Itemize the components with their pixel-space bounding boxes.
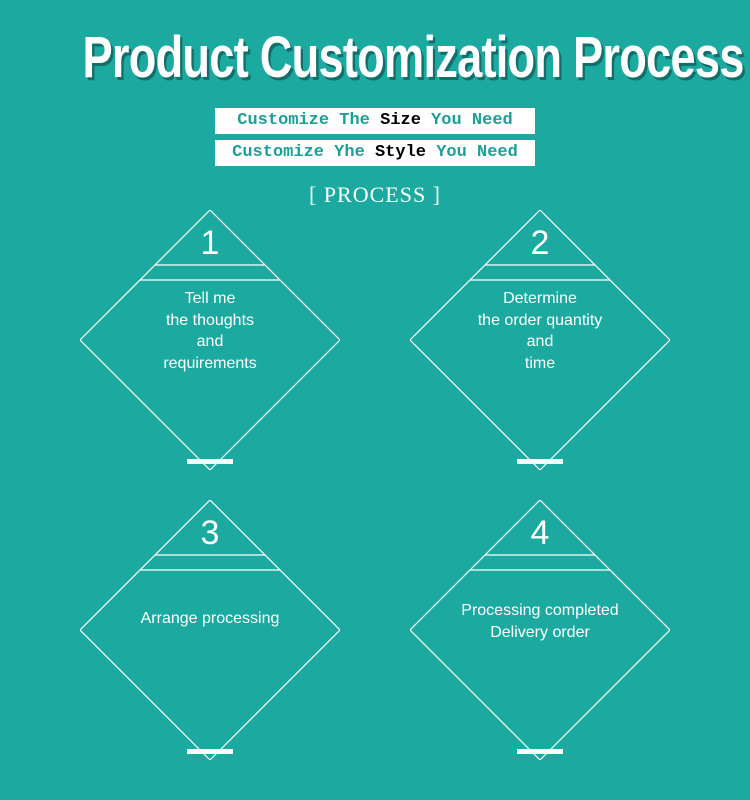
- step-underline: [187, 459, 233, 464]
- step-number: 2: [410, 224, 670, 263]
- step-number: 1: [80, 224, 340, 263]
- step-number: 3: [80, 514, 340, 553]
- subtitle-style: Customize Yhe Style You Need: [215, 140, 535, 166]
- subtitle-post: You Need: [421, 111, 513, 130]
- step-text: Tell methe thoughtsandrequirements: [100, 288, 320, 374]
- step-text: Determinethe order quantityandtime: [430, 288, 650, 374]
- subtitle-pre: Customize The: [237, 111, 380, 130]
- step-underline: [187, 749, 233, 754]
- step-text: Processing completedDelivery order: [430, 600, 650, 643]
- process-step-3: 3 Arrange processing: [80, 500, 340, 760]
- step-underline: [517, 749, 563, 754]
- step-number: 4: [410, 514, 670, 553]
- subtitle-post: You Need: [426, 143, 518, 162]
- step-underline: [517, 459, 563, 464]
- process-step-1: 1 Tell methe thoughtsandrequirements: [80, 210, 340, 470]
- subtitle-size: Customize The Size You Need: [215, 108, 535, 134]
- infographic-canvas: Product Customization Process Customize …: [0, 0, 750, 800]
- subtitle-emph: Style: [375, 143, 426, 162]
- subtitle-emph: Size: [380, 111, 421, 130]
- step-text: Arrange processing: [100, 608, 320, 630]
- section-label-process: [ PROCESS ]: [0, 182, 750, 208]
- process-step-2: 2 Determinethe order quantityandtime: [410, 210, 670, 470]
- page-title: Product Customization Process: [83, 24, 668, 91]
- process-step-4: 4 Processing completedDelivery order: [410, 500, 670, 760]
- subtitle-pre: Customize Yhe: [232, 143, 375, 162]
